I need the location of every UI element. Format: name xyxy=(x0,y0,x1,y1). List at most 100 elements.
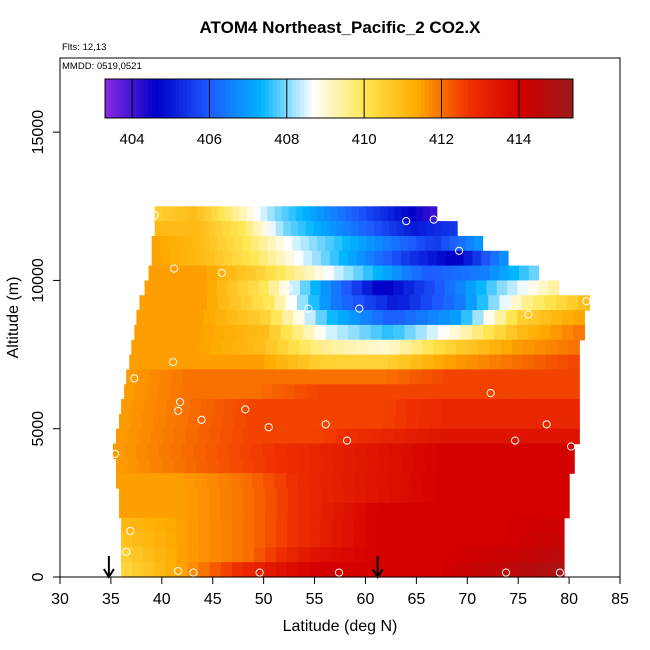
heatmap-cell xyxy=(487,399,500,415)
colorbar-segment xyxy=(331,79,336,118)
heatmap-cell xyxy=(366,235,376,252)
heatmap-cell xyxy=(127,458,140,474)
heatmap-cell xyxy=(268,413,281,430)
heatmap-cell xyxy=(497,517,510,534)
heatmap-cell xyxy=(401,443,414,459)
heatmap-cell xyxy=(203,384,216,400)
heatmap-cell xyxy=(508,562,521,578)
heatmap-cell xyxy=(265,265,276,282)
heatmap-cell xyxy=(545,369,558,385)
heatmap-cell xyxy=(121,532,133,548)
heatmap-cell xyxy=(375,369,388,385)
colorbar-tick-label: 412 xyxy=(429,131,454,148)
heatmap-cell xyxy=(395,413,408,430)
heatmap-cell xyxy=(486,562,499,578)
colorbar-segment xyxy=(116,79,122,118)
heatmap-cell xyxy=(209,517,222,534)
heatmap-cell xyxy=(408,532,421,548)
heatmap-cell xyxy=(241,354,254,370)
heatmap-cell xyxy=(453,547,465,563)
heatmap-cell xyxy=(294,265,306,282)
heatmap-cell xyxy=(342,473,355,489)
heatmap-cell xyxy=(192,221,201,237)
heatmap-cell xyxy=(356,250,367,267)
heatmap-cell xyxy=(276,532,288,548)
heatmap-cell xyxy=(438,324,450,341)
heatmap-cell xyxy=(217,235,227,252)
heatmap-cell xyxy=(528,443,541,459)
heatmap-cell xyxy=(501,502,514,519)
heatmap-cell xyxy=(499,250,509,267)
heatmap-cell xyxy=(363,265,374,282)
colorbar-segment xyxy=(452,79,457,118)
heatmap-cell xyxy=(207,221,216,237)
heatmap-cell xyxy=(476,280,487,296)
heatmap-cell xyxy=(254,502,266,519)
heatmap-cell xyxy=(162,428,175,445)
sample-point xyxy=(189,568,198,577)
heatmap-cell xyxy=(388,339,401,356)
heatmap-cell xyxy=(323,206,332,222)
heatmap-cell xyxy=(449,235,459,252)
heatmap-cell xyxy=(116,458,129,474)
heatmap-cell xyxy=(222,413,235,430)
heatmap-cell xyxy=(541,517,554,534)
heatmap-cell xyxy=(139,428,152,445)
heatmap-cell xyxy=(303,324,315,341)
heatmap-cell xyxy=(483,324,495,341)
heatmap-cell xyxy=(149,473,162,489)
heatmap-cell xyxy=(169,310,182,326)
heatmap-cell xyxy=(343,221,352,237)
colorbar-segment xyxy=(467,79,473,118)
heatmap-cell xyxy=(420,369,433,385)
heatmap-cell xyxy=(146,384,159,400)
heatmap-cell xyxy=(475,428,488,445)
heatmap-cell xyxy=(528,310,541,326)
colorbar-segment xyxy=(389,79,395,118)
sample-point xyxy=(130,374,139,383)
heatmap-cell xyxy=(400,502,413,519)
heatmap-cell xyxy=(544,428,557,445)
sample-point xyxy=(110,449,120,458)
heatmap-cell xyxy=(242,562,255,578)
heatmap-cell xyxy=(216,369,229,385)
heatmap-cell xyxy=(254,428,268,445)
colorbar-segment xyxy=(502,79,508,118)
heatmap-cell xyxy=(262,443,275,459)
heatmap-cell xyxy=(408,235,417,252)
sample-point xyxy=(429,215,438,224)
heatmap-cell xyxy=(332,488,345,504)
heatmap-cell xyxy=(449,310,462,326)
heatmap-cell xyxy=(459,458,472,474)
heatmap-cell xyxy=(458,443,471,459)
heatmap-cell xyxy=(240,295,253,311)
heatmap-cell xyxy=(132,399,145,415)
heatmap-cell xyxy=(315,399,328,415)
heatmap-cell xyxy=(287,502,300,519)
heatmap-cell xyxy=(248,310,261,326)
heatmap-cell xyxy=(324,428,337,445)
heatmap-cell xyxy=(552,517,565,534)
flights-note: Flts: 12,13 xyxy=(62,42,107,53)
heatmap-cell xyxy=(301,428,314,445)
heatmap-cell xyxy=(522,369,535,385)
y-tick-label: 15000 xyxy=(30,110,47,155)
sample-point xyxy=(150,211,159,220)
heatmap-cell xyxy=(172,473,185,489)
heatmap-cell xyxy=(344,502,356,519)
heatmap-cell xyxy=(464,413,477,430)
heatmap-cell xyxy=(196,250,206,267)
heatmap-cell xyxy=(176,547,189,563)
heatmap-cell xyxy=(415,324,428,341)
sample-point xyxy=(402,217,411,226)
heatmap-cell xyxy=(285,250,295,267)
heatmap-cell xyxy=(352,369,365,385)
heatmap-cell xyxy=(353,473,366,489)
heatmap-cell xyxy=(418,399,431,415)
heatmap-cell xyxy=(275,235,285,252)
colorbar-segment xyxy=(541,79,547,118)
heatmap-cell xyxy=(545,354,558,370)
heatmap-cell xyxy=(274,295,287,311)
heatmap-cell xyxy=(375,547,388,563)
heatmap-cell xyxy=(493,443,506,459)
